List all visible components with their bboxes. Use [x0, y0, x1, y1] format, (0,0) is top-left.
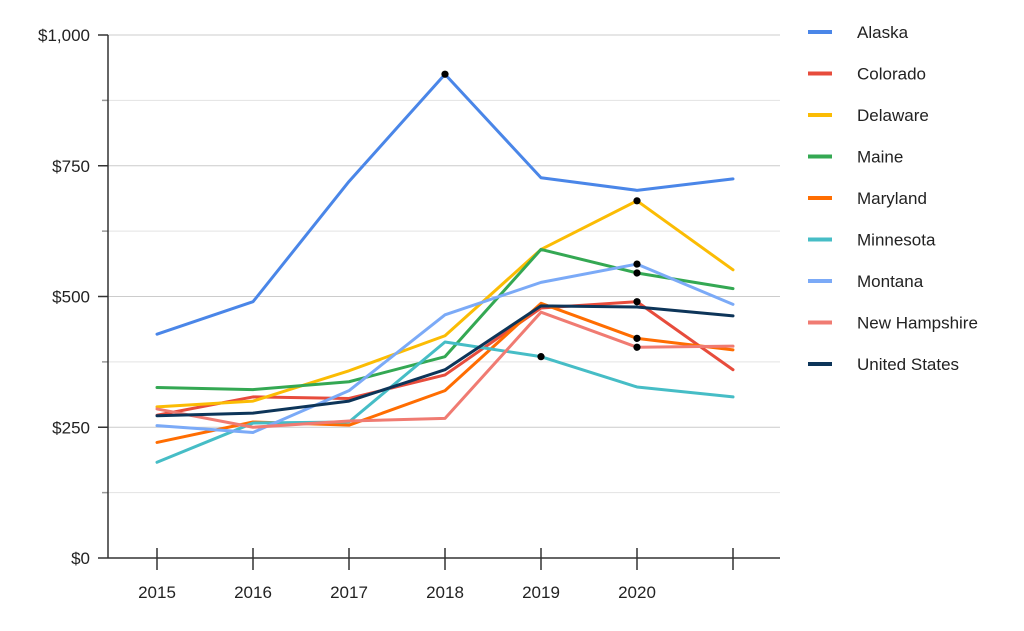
legend-label-colorado: Colorado [857, 65, 926, 84]
legend-label-delaware: Delaware [857, 106, 929, 125]
legend-label-maine: Maine [857, 148, 903, 167]
legend-label-united-states: United States [857, 355, 959, 374]
axes: $0 $250 $500 $750 $1,000 2015 2016 2017 2018 2019… [38, 26, 780, 602]
x-tick-label: 2019 [522, 583, 560, 602]
legend-label-minnesota: Minnesota [857, 231, 936, 250]
legend-label-montana: Montana [857, 272, 924, 291]
y-tick-label: $250 [52, 418, 90, 437]
series-lines [155, 72, 735, 464]
data-point [537, 353, 545, 361]
gridlines [108, 34, 780, 494]
data-point [633, 298, 641, 306]
y-tick-label: $750 [52, 157, 90, 176]
series-line-alaska [155, 72, 735, 336]
data-point [633, 260, 641, 268]
data-point [633, 334, 641, 342]
data-point [441, 70, 449, 78]
y-tick-label: $500 [52, 288, 90, 307]
series-line-united-states [155, 304, 735, 418]
data-point [633, 269, 641, 277]
series-line-colorado [155, 300, 735, 417]
y-tick-label: $0 [71, 549, 90, 568]
data-point [633, 197, 641, 205]
legend: Alaska Colorado Delaware Maine Maryland Minne… [808, 23, 978, 374]
series-line-maryland [155, 301, 735, 444]
data-point [633, 343, 641, 351]
x-tick-label: 2017 [330, 583, 368, 602]
x-tick-label: 2015 [138, 583, 176, 602]
y-tick-label: $1,000 [38, 26, 90, 45]
legend-label-new-hampshire: New Hampshire [857, 314, 978, 333]
legend-label-alaska: Alaska [857, 23, 909, 42]
series-line-minnesota [155, 340, 735, 464]
x-tick-label: 2018 [426, 583, 464, 602]
x-tick-label: 2016 [234, 583, 272, 602]
legend-label-maryland: Maryland [857, 189, 927, 208]
x-tick-label: 2020 [618, 583, 656, 602]
highlighted-points [441, 70, 641, 361]
